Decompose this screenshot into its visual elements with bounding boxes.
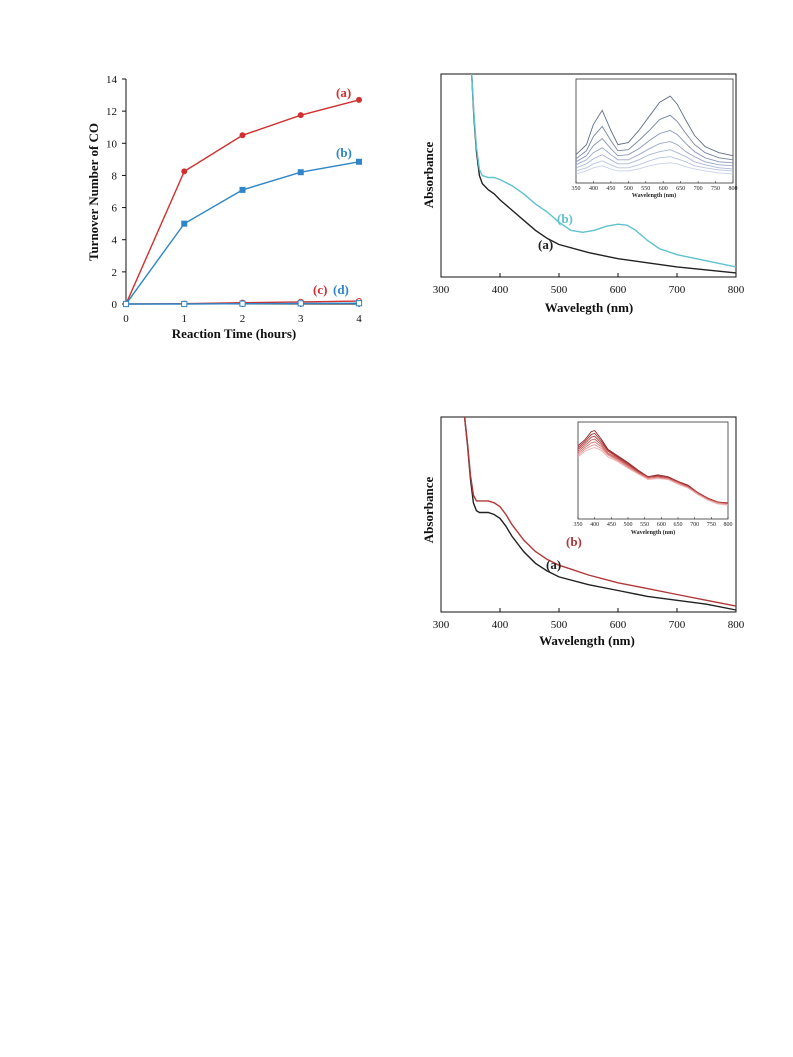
uv2-inset-x-tick-label: 650	[674, 522, 683, 528]
uv2-x-tick-label: 700	[669, 619, 686, 631]
ton-point	[239, 186, 246, 193]
uv1-inset-series-line-2	[575, 130, 734, 164]
uv1-x-tick-label: 500	[551, 284, 568, 296]
uv2-series-line-1	[463, 416, 737, 607]
uv1-inset-x-tick-label: 750	[711, 186, 720, 192]
uv1-inset-series-line-6	[575, 162, 734, 175]
uv2-inset-series-line-1	[577, 432, 729, 504]
uv1-inset-series-line-4	[575, 149, 734, 170]
uv1-inset-series-line-1	[575, 114, 734, 161]
ton-point	[355, 300, 363, 307]
ton-point	[297, 169, 304, 176]
ton-y-tick-label: 4	[112, 235, 118, 247]
uv2-x-tick-label: 800	[728, 619, 745, 631]
uv1-inset-x-tick-label: 450	[606, 186, 615, 192]
uv2-x-tick-label: 500	[551, 619, 568, 631]
uv2-inset-frame	[577, 421, 729, 520]
uv1-inset-x-tick-label: 650	[676, 186, 685, 192]
ton-xlabel: Reaction Time (hours)	[172, 326, 296, 341]
uv1-label-b: (b)	[557, 211, 573, 226]
ton-point	[181, 168, 188, 175]
ton-point	[297, 112, 304, 119]
uv1-label-a: (a)	[538, 237, 553, 252]
ton-point	[239, 132, 246, 139]
uv2-series-line-0	[463, 416, 737, 611]
uv1-inset-x-tick-label: 700	[694, 186, 703, 192]
ton-y-tick-label: 12	[106, 106, 117, 118]
uv1-inset-series-line-3	[575, 141, 734, 167]
uv2-inset-x-tick-label: 600	[657, 522, 666, 528]
uv1-inset-x-tick-label: 550	[641, 186, 650, 192]
ton-label-c: (c)	[313, 282, 327, 297]
uv2-x-tick-label: 400	[492, 619, 509, 631]
uv2-frame	[440, 416, 737, 613]
uv2-inset-xlabel: Wavelength (nm)	[631, 529, 675, 536]
uv2-inset-x-tick-label: 400	[590, 522, 599, 528]
ton-label-d: (d)	[333, 282, 349, 297]
uv1-inset-series-line-5	[575, 156, 734, 172]
uv1-inset-x-tick-label: 600	[659, 186, 668, 192]
uv2-inset-x-tick-label: 350	[574, 522, 583, 528]
ton-y-tick-label: 10	[106, 138, 118, 150]
uv2-inset-series-line-4	[577, 441, 729, 505]
ton-x-tick-label: 0	[123, 313, 129, 325]
ton-ylabel: Turnover Number of CO	[86, 123, 101, 261]
uv1-inset-x-tick-label: 350	[572, 186, 581, 192]
ton-point	[181, 300, 188, 308]
uv2-inset-x-tick-label: 500	[624, 522, 633, 528]
ton-x-tick-label: 1	[182, 313, 188, 325]
uv1-x-tick-label: 400	[492, 284, 509, 296]
ton-y-tick-label: 2	[112, 267, 118, 279]
uv1-frame	[440, 73, 737, 278]
uv1-series-line-1	[471, 73, 737, 268]
uv2-inset-x-tick-label: 450	[607, 522, 616, 528]
uv1-ylabel: Absorbance	[421, 142, 436, 209]
ton-y-tick-label: 8	[112, 170, 118, 182]
uv1-inset-series-line-0	[575, 95, 734, 157]
ton-point	[356, 96, 362, 103]
uv2-inset-x-tick-label: 550	[640, 522, 649, 528]
ton-point	[181, 220, 188, 227]
uv2-inset-x-tick-label: 800	[724, 522, 733, 528]
uv2-inset-x-tick-label: 700	[690, 522, 699, 528]
uv2-label-a: (a)	[546, 557, 561, 572]
uv2-x-tick-label: 600	[610, 619, 627, 631]
ton-y-tick-label: 6	[112, 203, 118, 215]
uv2-label-b: (b)	[566, 534, 582, 549]
ton-x-tick-label: 4	[356, 313, 362, 325]
uv1-x-tick-label: 600	[610, 284, 627, 296]
ton-point	[239, 300, 246, 307]
uv1-inset: 350 400 450 500 550 600 650 700 750 800 Wavelengt…	[572, 78, 738, 199]
uv2-xlabel: Wavelength (nm)	[539, 633, 635, 648]
ton-x-tick-label: 3	[298, 313, 304, 325]
uv1-xlabel: Wavelegth (nm)	[545, 300, 633, 315]
uv1-inset-x-tick-label: 400	[589, 186, 598, 192]
ton-y-tick-label: 14	[106, 74, 118, 86]
ton-point	[122, 300, 130, 308]
ton-point	[356, 158, 362, 165]
ton-label-b: (b)	[336, 145, 352, 160]
uv1-x-tick-label: 700	[669, 284, 686, 296]
uv1-series-line-0	[471, 73, 737, 274]
ton-y-tick-label: 0	[112, 299, 118, 311]
uv1-inset-x-tick-label: 800	[729, 186, 738, 192]
ton-x-tick-label: 2	[240, 313, 246, 325]
uv1-x-tick-label: 800	[728, 284, 745, 296]
uv1-x-tick-label: 300	[433, 284, 450, 296]
ton-label-a: (a)	[336, 85, 351, 100]
uv2-inset-series-line-6	[577, 447, 729, 506]
uv2-ylabel: Absorbance	[421, 477, 436, 544]
uv1-inset-xlabel: Wavelength (nm)	[632, 192, 676, 199]
uv1-inset-x-tick-label: 500	[624, 186, 633, 192]
uv2-inset: 350 400 450 500 550 600 650 700 750 800 Wavelengt…	[574, 421, 733, 536]
uv2-inset-x-tick-label: 750	[707, 522, 716, 528]
ton-point	[297, 300, 304, 307]
uv2-x-tick-label: 300	[433, 619, 450, 631]
